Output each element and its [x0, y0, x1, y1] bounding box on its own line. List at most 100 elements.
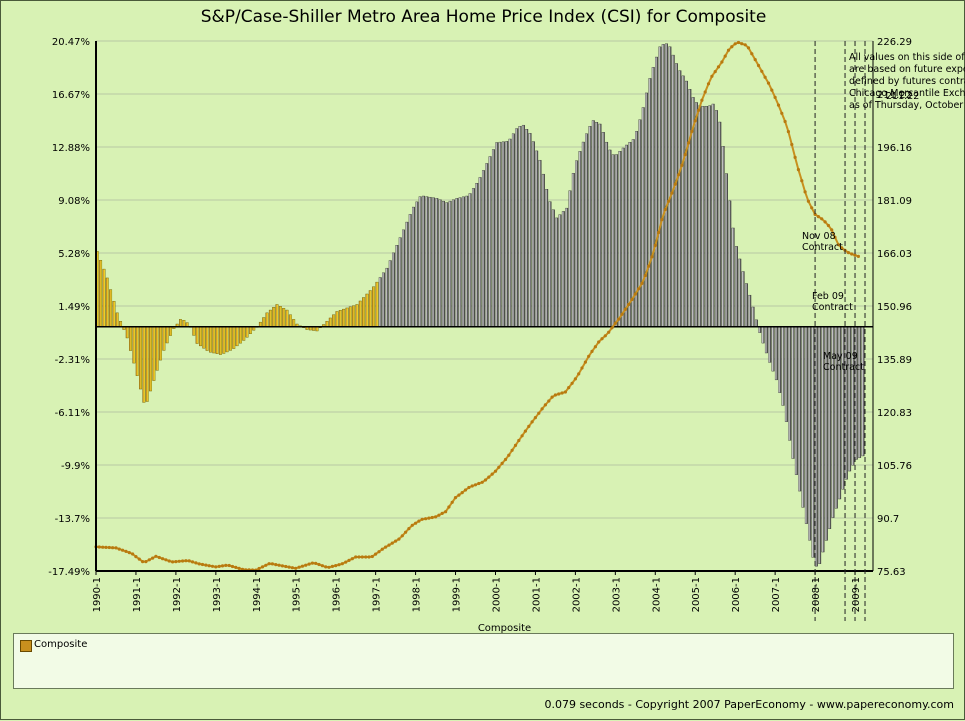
index-point [270, 562, 274, 566]
index-point [210, 564, 215, 568]
bar [508, 138, 512, 327]
index-point [677, 173, 681, 177]
right-tick-label: 105.76 [877, 461, 912, 472]
index-point [683, 153, 687, 157]
index-point [144, 560, 148, 564]
bar [292, 319, 296, 328]
x-tick-label: 1996-1 [332, 577, 343, 612]
index-point [786, 130, 791, 134]
index-point [840, 246, 844, 250]
bar [591, 120, 595, 327]
bar [531, 141, 535, 328]
bar [402, 229, 405, 327]
index-point [380, 547, 384, 551]
index-point [107, 545, 111, 550]
bar [418, 196, 422, 328]
index-point [810, 206, 814, 210]
index-point [593, 345, 598, 349]
index-point [317, 562, 321, 567]
bar [784, 326, 788, 422]
bar [791, 326, 795, 459]
bar [661, 44, 665, 327]
index-point [553, 393, 558, 397]
index-point [856, 254, 861, 258]
bar [738, 258, 742, 328]
index-point [803, 190, 807, 194]
index-point [453, 496, 458, 500]
index-point [617, 317, 621, 321]
bar [268, 309, 272, 327]
bar [435, 198, 439, 328]
index-point [607, 330, 611, 334]
index-point [190, 560, 195, 564]
bar [325, 321, 329, 328]
bar [721, 146, 725, 328]
bar [125, 326, 129, 339]
bar [425, 196, 429, 328]
index-point [523, 429, 528, 433]
index-point [667, 199, 671, 203]
index-point [184, 559, 188, 563]
bar [362, 297, 366, 328]
index-point [347, 558, 351, 563]
bar [501, 141, 505, 328]
bar [438, 199, 442, 328]
bar [215, 326, 219, 354]
index-point [563, 390, 568, 394]
index-point [417, 519, 421, 523]
bar [248, 326, 252, 334]
bar [335, 311, 339, 328]
index-point [267, 562, 271, 566]
bar [288, 314, 292, 328]
index-point [124, 549, 128, 554]
index-point [710, 74, 714, 78]
index-point [736, 40, 741, 45]
index-point [740, 42, 744, 46]
index-point [151, 556, 155, 560]
bar [535, 150, 539, 328]
bar [665, 43, 669, 327]
left-tick-label: 16.67% [52, 90, 90, 101]
bar [778, 326, 782, 393]
index-point [410, 523, 414, 527]
index-point [300, 564, 304, 568]
bar [641, 107, 645, 328]
index-point [780, 111, 784, 115]
bar [285, 309, 289, 327]
index-point [320, 564, 324, 568]
index-point [134, 555, 138, 559]
index-point [137, 557, 141, 561]
bar [355, 304, 359, 327]
index-point [207, 564, 211, 568]
index-point [117, 547, 121, 551]
index-point [310, 561, 314, 565]
index-point [567, 386, 571, 390]
x-tick-label: 2005-1 [691, 577, 702, 612]
index-point [447, 505, 451, 509]
index-point [350, 557, 354, 561]
left-tick-label: -13.7% [55, 514, 90, 525]
index-point [547, 399, 551, 403]
bar [462, 196, 465, 328]
x-tick-label: 1993-1 [212, 577, 223, 612]
bar [548, 201, 552, 328]
index-point [467, 485, 471, 490]
index-point [663, 207, 667, 212]
footer-copyright: 0.079 seconds - Copyright 2007 PaperEcon… [544, 698, 954, 711]
x-tick-label: 2000-1 [491, 577, 502, 612]
bar [468, 193, 472, 327]
index-point [427, 516, 431, 520]
index-point [174, 560, 178, 564]
right-tick-label: 226.29 [877, 37, 912, 48]
index-point [237, 566, 241, 571]
bar [571, 173, 575, 328]
bar [488, 156, 492, 328]
index-point [836, 243, 841, 247]
futures-note-line: All values on this side of [849, 52, 965, 63]
x-tick-label: 2007-1 [771, 577, 782, 612]
index-point [437, 513, 441, 517]
index-point [653, 243, 657, 247]
bar [392, 252, 396, 327]
x-tick-label: 2002-1 [571, 577, 582, 612]
bar [415, 201, 419, 327]
